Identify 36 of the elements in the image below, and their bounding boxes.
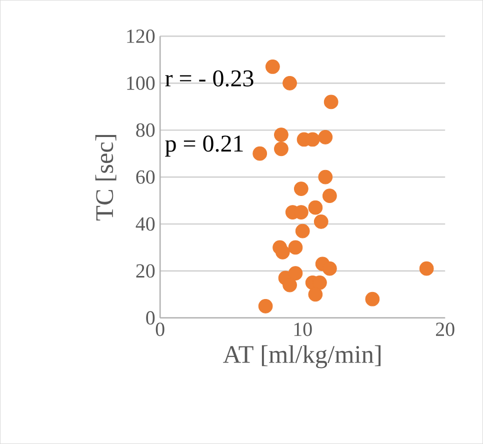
x-axis-title: AT [ml/kg/min] <box>223 345 380 368</box>
y-tick-label: 100 <box>127 76 155 90</box>
x-tick-label: 0 <box>156 322 164 336</box>
annotation: p = 0.21 <box>165 136 243 157</box>
annotation: r = - 0.23 <box>165 70 254 87</box>
point <box>258 298 273 314</box>
point <box>324 94 338 110</box>
x-tick-label: 10 <box>294 322 312 336</box>
y-tick-label: 20 <box>136 264 155 278</box>
point <box>294 182 308 196</box>
point <box>295 224 310 238</box>
point <box>318 170 333 184</box>
y-tick-label: 40 <box>136 217 155 231</box>
point <box>288 266 303 280</box>
point <box>275 244 290 260</box>
point <box>265 60 280 74</box>
x-tick-label: 20 <box>436 322 454 336</box>
point <box>252 146 268 161</box>
point <box>314 214 328 229</box>
point <box>274 142 288 156</box>
point <box>318 130 333 144</box>
y-tick-label: 80 <box>136 123 155 137</box>
y-axis-title: TC [sec] <box>95 135 116 221</box>
y-tick-label: 120 <box>127 29 155 43</box>
point <box>322 261 337 276</box>
y-tick-label: 60 <box>136 170 155 184</box>
y-tick-label: 0 <box>146 311 155 325</box>
point <box>308 287 323 302</box>
point <box>274 128 288 142</box>
point <box>308 200 323 215</box>
point <box>288 240 303 255</box>
point <box>282 76 297 90</box>
point <box>282 278 297 292</box>
point <box>322 188 337 204</box>
point <box>365 292 380 306</box>
point <box>419 261 434 276</box>
